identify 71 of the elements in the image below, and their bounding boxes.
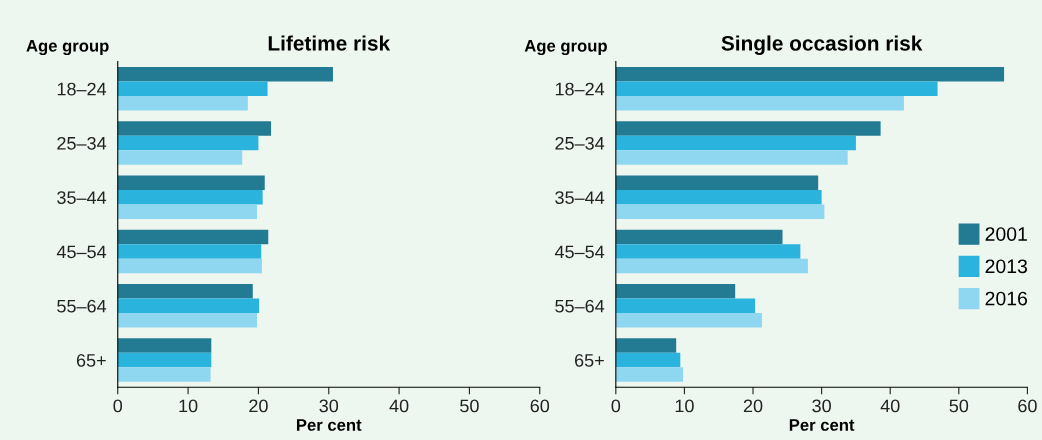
x-tick-label: 50 (460, 399, 479, 413)
chart-title: Single occasion risk (721, 35, 923, 55)
bar (615, 121, 881, 136)
y-tick-label: 45–54 (56, 245, 107, 259)
bar (615, 190, 822, 205)
bar (117, 258, 262, 274)
bar (615, 338, 677, 353)
bar (117, 284, 253, 299)
y-axis-title: Age group (524, 40, 607, 56)
bar (615, 204, 825, 219)
bar (117, 367, 211, 382)
x-tick-label: 40 (389, 399, 409, 413)
y-tick-label: 25–34 (555, 136, 605, 150)
chart-title: Lifetime risk (268, 35, 391, 51)
bar (117, 229, 269, 245)
y-tick-label: 45–54 (554, 245, 605, 259)
bar (117, 313, 258, 328)
y-tick-label: 18–24 (57, 82, 107, 96)
bar (615, 135, 856, 151)
bar (615, 244, 801, 259)
y-tick-label: 55–64 (555, 299, 605, 313)
bar (117, 244, 262, 259)
x-tick-label: 40 (880, 399, 900, 413)
x-tick-label: 30 (812, 399, 831, 413)
bar (615, 95, 904, 111)
y-tick-label: 35–44 (57, 191, 107, 204)
bar (615, 258, 808, 274)
x-axis-title: Per cent (296, 419, 362, 431)
bar (117, 67, 333, 82)
legend-label: 2016 (985, 291, 1028, 306)
x-tick-label: 0 (113, 399, 123, 413)
bar (117, 204, 258, 219)
y-tick-label: 35–44 (555, 191, 605, 204)
y-tick-label: 25–34 (57, 136, 107, 150)
bar (615, 298, 756, 314)
bar (117, 135, 259, 151)
x-tick-label: 10 (179, 399, 198, 413)
bar (117, 190, 263, 205)
legend-label: 2001 (985, 227, 1027, 241)
x-tick-label: 30 (319, 399, 339, 413)
bar (117, 150, 243, 165)
bar (117, 338, 212, 353)
bar (615, 229, 783, 245)
bar (117, 298, 260, 314)
bar (117, 352, 212, 368)
bar (615, 67, 1005, 82)
bar (615, 81, 938, 96)
y-tick-label: 55–64 (57, 299, 107, 313)
bar (615, 352, 681, 368)
x-tick-label: 60 (1018, 399, 1037, 413)
bar (117, 121, 272, 136)
x-tick-label: 10 (675, 399, 694, 413)
x-tick-label: 20 (249, 399, 268, 413)
y-tick-label: 65+ (76, 354, 106, 367)
bar (615, 367, 684, 382)
bar (117, 95, 248, 111)
bar (615, 150, 848, 165)
x-tick-label: 60 (530, 399, 550, 413)
y-tick-label: 65+ (575, 354, 604, 367)
x-tick-label: 50 (949, 399, 969, 413)
y-axis-title: Age group (26, 40, 109, 56)
bar (615, 313, 762, 328)
bar (117, 175, 265, 191)
legend-label: 2013 (985, 259, 1028, 274)
x-tick-label: 0 (611, 399, 621, 413)
y-tick-label: 18–24 (555, 82, 605, 96)
bar (615, 175, 819, 191)
x-tick-label: 20 (743, 399, 763, 413)
x-axis-title: Per cent (789, 419, 855, 431)
bar (117, 81, 268, 96)
bar (615, 284, 736, 299)
